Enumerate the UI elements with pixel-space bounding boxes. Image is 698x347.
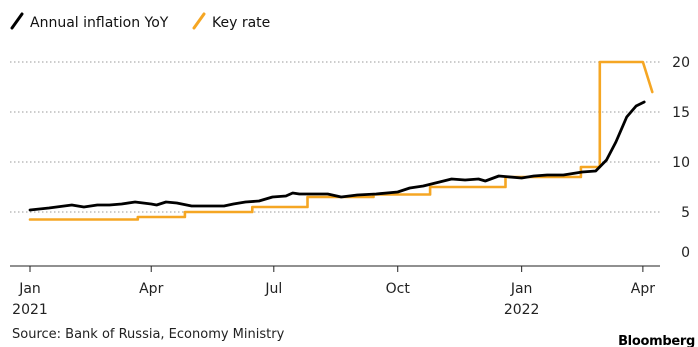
x-tick-label: Jul bbox=[264, 281, 282, 297]
bloomberg-logo: Bloomberg bbox=[618, 334, 695, 347]
legend-label-inflation: Annual inflation YoY bbox=[30, 15, 169, 31]
x-tick-label: Oct bbox=[386, 281, 411, 297]
x-tick-label: Apr bbox=[139, 281, 163, 297]
legend-swatch-inflation bbox=[10, 12, 24, 30]
y-axis: 20 15 10 5 0 bbox=[672, 55, 690, 261]
y-tick-label: 15 bbox=[672, 105, 690, 121]
y-tick-label: 20 bbox=[672, 55, 690, 71]
x-tick-label: Apr bbox=[631, 281, 655, 297]
series-line-inflation bbox=[28, 100, 646, 212]
grid bbox=[10, 61, 660, 213]
x-tick-year-label: 2021 bbox=[12, 302, 48, 318]
legend: Annual inflation YoY Key rate bbox=[10, 12, 270, 31]
x-tick-year-label: 2022 bbox=[504, 302, 540, 318]
y-tick-label: 5 bbox=[681, 205, 690, 221]
y-tick-label: 10 bbox=[672, 155, 690, 171]
legend-label-keyrate: Key rate bbox=[212, 15, 270, 31]
x-tick-label: Jan bbox=[18, 281, 41, 297]
series bbox=[28, 60, 654, 221]
x-tick-label: Jan bbox=[510, 281, 533, 297]
x-axis: Jan 2021 Apr Jul Oct Jan 2022 Apr bbox=[10, 265, 660, 318]
source-note: Source: Bank of Russia, Economy Ministry bbox=[12, 327, 285, 342]
legend-swatch-keyrate bbox=[192, 12, 206, 30]
y-tick-label: 0 bbox=[681, 245, 690, 261]
